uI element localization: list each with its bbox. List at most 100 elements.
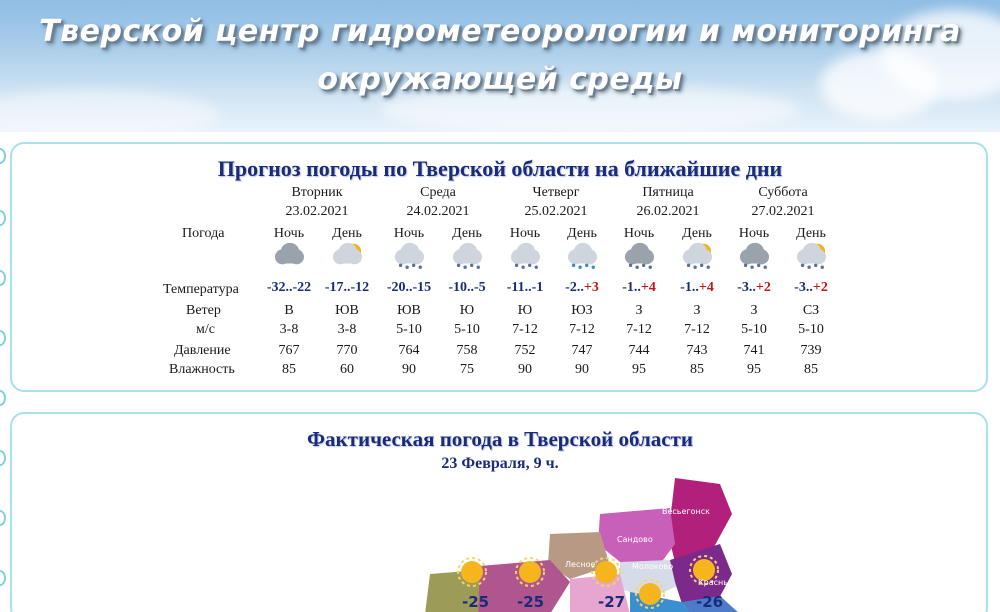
wind-direction: З: [693, 303, 701, 318]
map-label-krasny-kholm: Красный Холм: [698, 578, 759, 587]
day-name: Суббота: [758, 185, 808, 200]
humidity-value: 95: [632, 362, 646, 377]
sun-icon: [591, 557, 621, 587]
actual-weather-title: Фактическая погода в Тверской области: [307, 427, 693, 451]
temperature-low: -20..: [386, 280, 413, 295]
map-district: [668, 478, 732, 566]
wind-direction: ЮВ: [397, 303, 421, 318]
wind-speed: 3-8: [337, 322, 357, 337]
row-label-weather: Погода: [182, 226, 225, 241]
temperature-value: -1..+4: [607, 280, 671, 296]
day-date: 24.02.2021: [406, 204, 470, 219]
sun-icon: [635, 579, 665, 609]
temperature-high: +4: [698, 280, 714, 295]
header-banner: Тверской центр гидрометеорологии и монит…: [0, 0, 1000, 132]
temperature-low: -1..: [622, 280, 641, 295]
light-snow-icon: [452, 242, 482, 269]
wind-speed: 5-10: [798, 322, 824, 337]
temperature-low: -10..: [448, 280, 474, 295]
map-district: [682, 596, 738, 612]
pressure-value: 747: [571, 343, 593, 358]
day-name: Вторник: [291, 185, 343, 200]
humidity-value: 85: [282, 362, 296, 377]
cloud-decoration: [380, 85, 800, 132]
cloudy-night-icon: [274, 242, 304, 265]
pressure-value: 743: [686, 343, 708, 358]
day-date: 27.02.2021: [751, 204, 815, 219]
map-label-molokovo: Молоково: [632, 562, 674, 571]
wind-direction: ЮЗ: [571, 303, 593, 318]
humidity-value: 85: [690, 362, 704, 377]
period-label: День: [332, 226, 362, 241]
actual-weather-subtitle: 23 Февраля, 9 ч.: [441, 455, 559, 472]
snow-cloud-icon: [739, 242, 769, 269]
map-temp-value: -27: [598, 593, 626, 611]
sun-icon: [689, 555, 719, 585]
temperature-low: -17..: [324, 280, 351, 295]
temperature-high: -5: [474, 280, 486, 295]
snow-cloud-icon: [624, 242, 654, 269]
wind-direction: Ю: [517, 303, 533, 318]
map-district: [460, 560, 570, 612]
temperature-high: +2: [755, 280, 771, 295]
temperature-low: -2..: [565, 280, 584, 295]
sun-snow-icon: [682, 242, 712, 269]
partly-sunny-icon: [332, 242, 362, 265]
light-snow-icon: [394, 242, 424, 269]
temperature-value: -1..+4: [665, 280, 729, 296]
humidity-value: 90: [518, 362, 532, 377]
temperature-low: -3..: [794, 280, 813, 295]
row-label-humidity: Влажность: [169, 362, 235, 377]
temperature-high: -15: [412, 280, 432, 295]
map-temp-value: -25: [517, 593, 545, 611]
period-label: День: [796, 226, 826, 241]
period-label: Ночь: [623, 226, 655, 241]
pressure-value: 744: [628, 343, 650, 358]
sun-icon: [457, 557, 487, 587]
map-temp-value: -26: [696, 593, 724, 611]
wind-speed: 3-8: [279, 322, 299, 337]
wind-speed: 7-12: [569, 322, 595, 337]
humidity-value: 75: [460, 362, 474, 377]
map-label-lesnoe: Лесное: [565, 560, 596, 569]
humidity-value: 60: [340, 362, 354, 377]
sun-snow-icon: [796, 242, 826, 269]
wind-direction: З: [750, 303, 758, 318]
pressure-value: 767: [278, 343, 300, 358]
row-label-temperature: Температура: [163, 282, 239, 297]
pressure-value: 741: [743, 343, 765, 358]
day-date: 25.02.2021: [524, 204, 588, 219]
side-decoration: [0, 140, 8, 612]
map-label-vesyegonsk: Весьегонск: [662, 507, 711, 516]
pressure-value: 770: [336, 343, 358, 358]
light-snow-icon: [510, 242, 540, 269]
period-label: День: [682, 226, 712, 241]
sun-icon: [515, 557, 545, 587]
map-temp-value: -25: [462, 593, 490, 611]
sleet-icon: [567, 242, 597, 269]
map-district: [620, 560, 682, 598]
site-title-line2: окружающей среды: [317, 62, 683, 97]
humidity-value: 85: [804, 362, 818, 377]
period-label: День: [567, 226, 597, 241]
wind-direction: СЗ: [802, 303, 820, 318]
wind-direction: ЮВ: [335, 303, 359, 318]
temperature-value: -17..-12: [315, 280, 379, 296]
forecast-panel: [10, 142, 988, 392]
wind-speed: 5-10: [741, 322, 767, 337]
wind-speed: 5-10: [396, 322, 422, 337]
period-label: Ночь: [273, 226, 305, 241]
row-label-wind: Ветер: [186, 303, 221, 318]
temperature-low: -32..: [266, 280, 293, 295]
wind-direction: В: [284, 303, 294, 318]
pressure-value: 758: [456, 343, 478, 358]
temperature-high: -1: [531, 280, 544, 295]
cloud-decoration: [0, 90, 220, 132]
row-label-pressure: Давление: [174, 343, 231, 358]
temperature-value: -3..+2: [722, 280, 786, 296]
temperature-value: -32..-22: [257, 280, 321, 296]
period-label: День: [452, 226, 482, 241]
row-label-wind-unit: м/с: [196, 322, 215, 337]
day-date: 26.02.2021: [636, 204, 700, 219]
temperature-value: -2..+3: [550, 280, 614, 296]
